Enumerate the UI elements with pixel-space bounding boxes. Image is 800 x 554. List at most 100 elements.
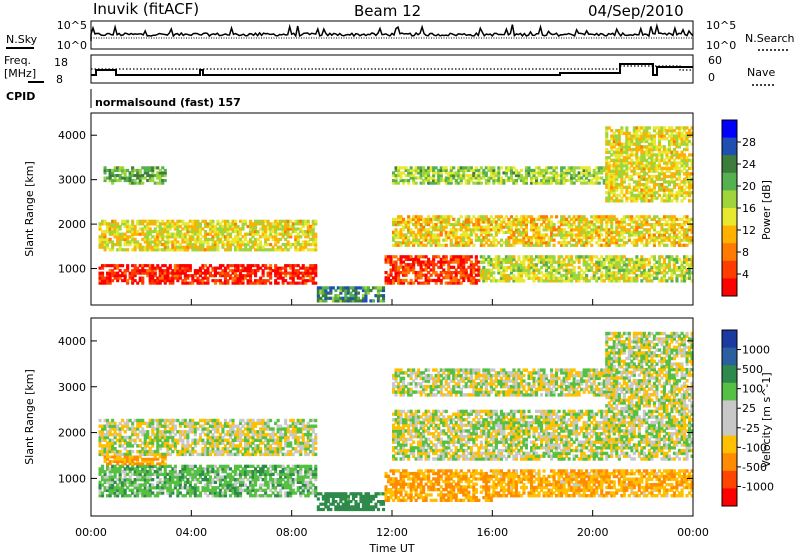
range-cell [627, 228, 631, 232]
range-cell [131, 281, 135, 285]
range-cell [198, 224, 202, 229]
range-cell [590, 243, 594, 247]
range-cell [680, 185, 684, 189]
range-cell [126, 494, 130, 498]
range-cell [640, 223, 644, 227]
range-cell [143, 235, 147, 239]
range-cell [133, 279, 137, 283]
range-cell [688, 199, 692, 203]
range-cell [111, 478, 115, 482]
range-cell [514, 228, 518, 232]
range-cell [131, 219, 135, 223]
range-cell [688, 225, 692, 229]
range-cell [442, 220, 446, 224]
range-cell [146, 224, 150, 229]
range-cell [652, 169, 656, 173]
range-cell [141, 264, 145, 268]
range-cell [517, 263, 521, 267]
range-cell [459, 281, 463, 285]
range-cell [148, 279, 152, 283]
range-cell [286, 235, 290, 239]
range-cell [602, 181, 606, 185]
range-cell [186, 245, 190, 249]
range-cell [620, 166, 624, 171]
range-cell [414, 257, 418, 261]
range-cell [128, 483, 132, 487]
range-cell [479, 230, 483, 234]
range-cell [146, 171, 150, 175]
range-cell [507, 238, 511, 242]
range-cell [677, 153, 681, 157]
range-cell [627, 236, 631, 240]
range-cell [607, 230, 611, 234]
range-cell [607, 139, 611, 144]
range-cell [537, 241, 541, 245]
nave-tick-top: 60 [708, 54, 722, 67]
range-cell [454, 179, 458, 183]
range-cell [434, 171, 438, 175]
range-cell [667, 142, 671, 146]
range-cell [241, 266, 245, 270]
range-cell [635, 142, 639, 146]
range-cell [652, 263, 656, 267]
range-cell [532, 168, 536, 172]
range-cell [499, 181, 503, 185]
range-cell [665, 150, 669, 154]
range-cell [126, 230, 130, 234]
range-cell [592, 223, 596, 227]
range-cell [647, 199, 651, 203]
range-cell [407, 223, 411, 227]
range-cell [427, 238, 431, 242]
range-cell [610, 137, 614, 141]
range-cell [136, 467, 140, 471]
range-cell [284, 245, 288, 249]
range-cell [572, 228, 576, 232]
range-cell [560, 265, 564, 270]
range-cell [612, 188, 616, 192]
range-cell [168, 276, 172, 280]
range-cell [131, 168, 135, 172]
range-cell [652, 129, 656, 133]
range-cell [459, 276, 463, 280]
range-cell [444, 168, 448, 172]
range-cell [452, 233, 456, 237]
range-cell [439, 260, 443, 264]
range-cell [585, 279, 589, 283]
range-cell [264, 224, 268, 229]
range-cell [647, 137, 651, 141]
range-cell [635, 188, 639, 192]
range-cell [264, 235, 268, 239]
range-cell [183, 271, 187, 275]
range-cell [467, 265, 471, 269]
range-cell [607, 268, 611, 272]
range-cell [193, 219, 197, 223]
range-cell [271, 227, 275, 231]
range-cell [414, 276, 418, 280]
range-cell [462, 166, 466, 170]
range-cell [580, 217, 584, 221]
range-cell [384, 260, 388, 264]
range-cell [484, 225, 488, 229]
range-cell [339, 296, 343, 300]
range-cell [580, 225, 584, 229]
range-cell [296, 235, 300, 239]
range-cell [602, 260, 606, 264]
range-cell [191, 467, 195, 471]
range-cell [128, 179, 132, 183]
range-cell [524, 268, 528, 272]
range-cell [667, 268, 671, 272]
range-cell [274, 243, 278, 247]
range-cell [176, 219, 180, 223]
range-cell [499, 238, 503, 242]
range-cell [545, 243, 549, 247]
range-cell [128, 478, 132, 482]
range-cell [424, 276, 428, 280]
range-cell [173, 271, 177, 275]
range-cell [188, 219, 192, 223]
range-cell [101, 491, 105, 495]
range-cell [419, 236, 423, 240]
range-cell [610, 271, 614, 275]
range-cell [206, 281, 210, 285]
range-cell [670, 137, 674, 141]
range-cell [168, 232, 172, 236]
